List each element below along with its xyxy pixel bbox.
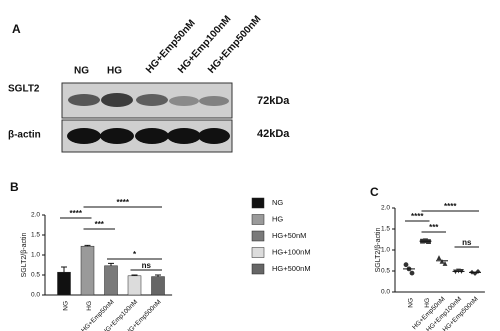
- point: [403, 262, 409, 268]
- y-tick-label: 0.0: [381, 289, 390, 296]
- legend-swatch: [251, 230, 265, 242]
- size-label: 42kDa: [257, 128, 290, 140]
- lane-label: NG: [74, 66, 89, 77]
- legend-swatch: [251, 247, 265, 258]
- significance-label: ****: [70, 209, 83, 218]
- bands-actin: [67, 128, 230, 144]
- y-tick-label: 0.0: [31, 292, 40, 299]
- bar: [57, 271, 71, 296]
- bands-sglt2: [68, 93, 229, 107]
- lane-label: HG: [107, 66, 122, 77]
- significance-label: ***: [429, 223, 439, 232]
- point: [409, 270, 415, 276]
- y-tick-label: 1.0: [381, 247, 390, 254]
- bar: [104, 265, 118, 296]
- panel-label: B: [10, 180, 19, 194]
- significance-label: ****: [117, 198, 130, 207]
- bar: [80, 245, 95, 296]
- legend-swatch: [251, 214, 265, 225]
- legend-label: HG+500nM: [272, 264, 311, 273]
- bar: [151, 276, 165, 296]
- significance-label: ns: [462, 238, 472, 247]
- y-tick-label: 1.0: [31, 252, 40, 259]
- legend-label: HG+100nM: [272, 247, 311, 256]
- error-bar: [108, 262, 114, 266]
- x-tick-label: NG: [63, 301, 70, 311]
- y-tick-label: 2.0: [31, 212, 40, 219]
- size-label: 72kDa: [257, 95, 290, 107]
- x-tick-label: NG: [408, 298, 415, 308]
- significance-label: ****: [411, 212, 424, 221]
- y-tick-label: 1.5: [31, 232, 40, 239]
- error-bar: [84, 244, 91, 247]
- error-bar: [131, 274, 138, 276]
- x-tick-label: HG: [424, 298, 431, 308]
- point: [439, 258, 445, 264]
- panel-label: C: [370, 185, 379, 199]
- y-tick-label: 0.5: [381, 268, 390, 275]
- significance-label: *: [133, 250, 137, 259]
- y-tick-label: 2.0: [381, 205, 390, 212]
- significance-label: ****: [444, 202, 457, 211]
- error-bar: [61, 266, 67, 273]
- legend-swatch: [251, 263, 265, 275]
- y-tick-label: 0.5: [31, 272, 40, 279]
- legend-label: HG+50nM: [272, 231, 306, 240]
- significance-label: ***: [95, 220, 105, 229]
- y-tick-label: 1.5: [381, 226, 390, 233]
- panel-label: A: [12, 22, 21, 36]
- legend-label: HG: [272, 214, 283, 223]
- y-axis-label: SGLT2/β-actin: [21, 233, 28, 278]
- error-bar: [155, 274, 161, 277]
- point: [442, 261, 448, 266]
- lane-label: HG+Emp500nM: [206, 14, 263, 76]
- legend-label: NG: [272, 198, 283, 207]
- significance-label: ns: [142, 261, 152, 270]
- row-label: β-actin: [8, 130, 41, 141]
- x-tick-label: HG: [86, 301, 93, 311]
- row-label: SGLT2: [8, 84, 40, 95]
- legend-swatch: [251, 197, 265, 209]
- bar: [127, 275, 142, 296]
- y-axis-label: SGLT2/β-actin: [375, 228, 382, 273]
- point: [436, 255, 442, 260]
